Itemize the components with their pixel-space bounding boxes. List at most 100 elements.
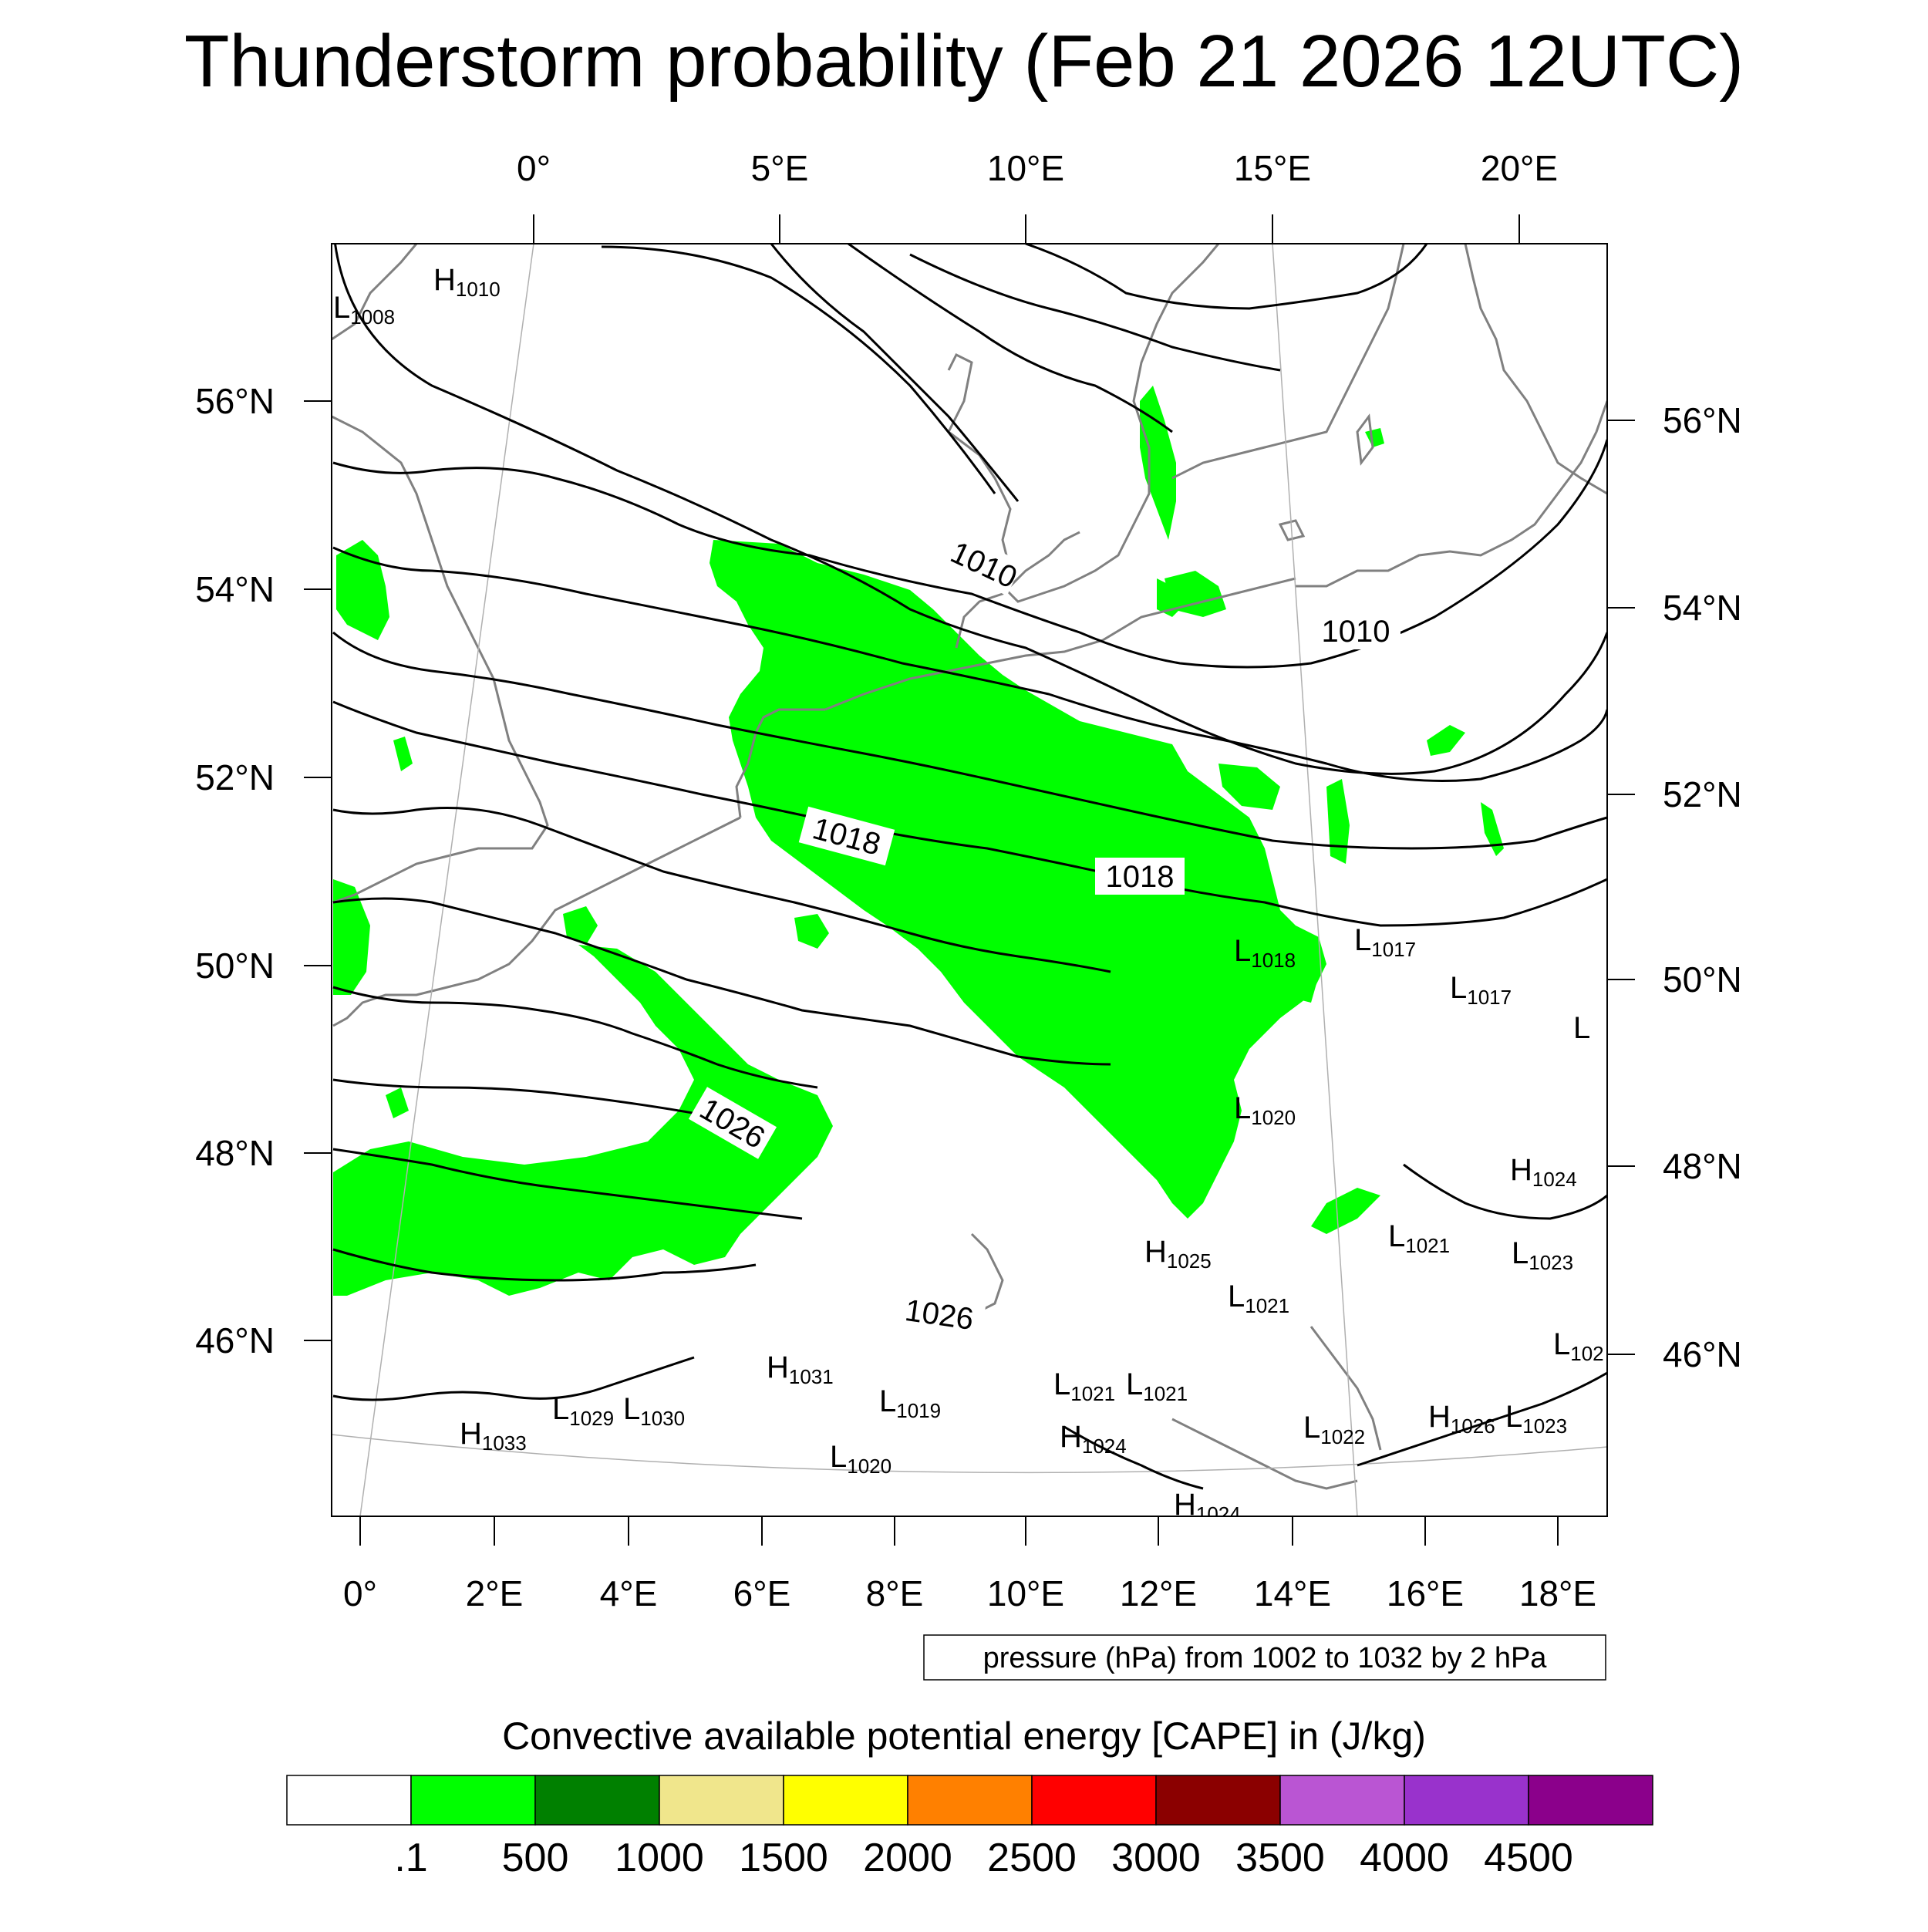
legend-label: 4500 [1484,1836,1573,1880]
right-tick-label: 48°N [1663,1146,1742,1186]
pressure-center-label: L1008 [333,291,395,329]
pressure-center-label: L1017 [1354,923,1416,961]
left-tick-label: 52°N [195,757,275,797]
legend-swatch [410,1775,536,1826]
pressure-center-label: H1010 [433,263,501,301]
cape-region-channel [333,879,370,995]
cape-region-kattegat [1140,386,1176,540]
cape-region-alps-east [1311,1188,1380,1234]
isobar-17 [332,1356,695,1401]
legend-swatch [907,1775,1033,1826]
cape-region-lithuania [1427,725,1465,756]
legend-swatch [783,1775,908,1826]
legend-label: 500 [502,1836,569,1880]
coast-belgium-france [332,816,741,1027]
coastlines [332,244,1607,1490]
coast-croatia [1309,1326,1382,1451]
legend-label: 4000 [1360,1836,1449,1880]
pressure-center-label: H1024 [1510,1153,1577,1191]
right-tick-label: 54°N [1663,588,1742,628]
pressure-center-label: H1031 [767,1350,834,1388]
legend-swatch [534,1775,660,1826]
plot-frame [331,243,1608,1517]
cape-region-poland-west [1218,764,1280,810]
isobar-12 [332,897,1111,1066]
left-tick-label: 54°N [195,569,275,609]
cape-regions [333,386,1504,1296]
isobar-2 [770,244,1020,502]
isobar-10 [332,700,1607,927]
cape-region-bohemia [1288,956,1319,1003]
legend-label: 2500 [987,1836,1077,1880]
cape-region-english-south [393,737,413,771]
legend-swatch [1155,1775,1281,1826]
coast-sweden-south [1171,244,1405,480]
pressure-center-label: L1023 [1505,1400,1567,1438]
bottom-tick-label: 12°E [1120,1573,1197,1613]
pressure-center-label: L1030 [623,1392,685,1430]
isobar-3 [848,244,1173,433]
top-tick-label: 0° [517,148,551,188]
isobar-5 [1025,244,1428,310]
isobar-19 [1357,1371,1607,1467]
legend-swatch [659,1775,784,1826]
pressure-center-label: L1020 [830,1440,892,1478]
pressure-center-label: H1025 [1144,1235,1212,1273]
isobar-16 [332,1248,757,1282]
graticule [332,244,1607,1516]
top-tick-label: 15°E [1234,148,1311,188]
bottom-tick-label: 0° [343,1573,377,1613]
pressure-center-label: L1018 [1234,934,1296,972]
pressure-note: pressure (hPa) from 1002 to 1032 by 2 hP… [983,1642,1548,1674]
pressure-center-label: H1033 [460,1417,527,1455]
coast-adriatic [1171,1418,1358,1490]
pressure-center-label: L [1573,1011,1590,1045]
cape-region-belarus [1481,802,1504,856]
legend-label: 3000 [1111,1836,1201,1880]
cape-region-celtic [386,1087,409,1118]
coast-netherlands [735,708,825,818]
legend-label: .1 [394,1836,427,1880]
right-axis-ticks [1607,420,1635,1355]
left-tick-label: 56°N [195,381,275,421]
pressure-center-label: L1020 [1234,1091,1296,1129]
pressure-center-label: L1022 [1303,1411,1365,1448]
pressure-center-label: L1021 [1388,1219,1450,1257]
isobar-6 [334,244,1607,775]
pressure-center-label: L1023 [1512,1236,1573,1274]
legend-title: Convective available potential energy [C… [502,1715,1426,1758]
top-axis-labels: 0° 5°E 10°E 15°E 20°E [517,148,1558,188]
left-axis-labels: 56°N 54°N 52°N 50°N 48°N 46°N [195,381,275,1360]
right-axis-labels: 56°N 54°N 52°N 50°N 48°N 46°N [1663,400,1742,1374]
bottom-tick-label: 6°E [733,1573,791,1613]
cape-region-uk [336,540,389,640]
coast-poland-baltic [1296,400,1607,588]
pressure-center-label: L1021 [1053,1367,1115,1405]
coast-britain-north [332,244,418,341]
pressure-note-box [923,1634,1606,1681]
right-tick-label: 46°N [1663,1334,1742,1374]
cape-region-normandy [563,906,598,945]
legend-label: 1500 [739,1836,828,1880]
isobar-1 [601,245,996,494]
legend-swatch [1031,1775,1157,1826]
cape-region-belgium [794,914,829,949]
island-gotland [1356,413,1374,466]
bottom-tick-label: 10°E [987,1573,1064,1613]
pressure-center-label: L102 [1553,1327,1604,1365]
pressure-center-label: L1021 [1126,1367,1188,1405]
contour-label: 1018 [1106,860,1175,894]
bottom-tick-label: 16°E [1387,1573,1464,1613]
pressure-center-label: H1024 [1174,1488,1241,1526]
isobar-20 [1403,1163,1607,1220]
left-axis-ticks [304,400,332,1341]
isobar-13 [332,986,818,1089]
top-tick-label: 10°E [987,148,1064,188]
coast-denmark [955,531,1080,649]
legend-swatch [286,1775,412,1826]
bottom-axis-ticks [359,1516,1559,1546]
isobar-9 [332,631,1607,850]
bottom-tick-label: 4°E [600,1573,658,1613]
pressure-centers: H1010 L1008 L1017 L1018 L1017 L L1020 H1… [333,263,1604,1526]
